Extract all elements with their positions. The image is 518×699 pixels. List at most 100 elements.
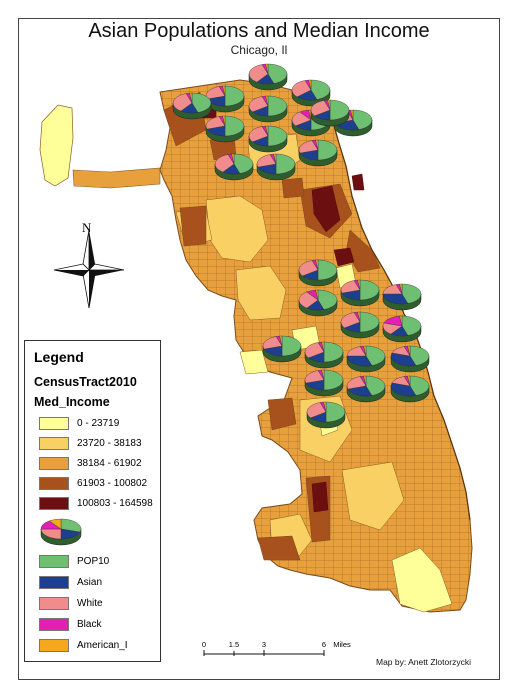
- scale-bar-line: [203, 650, 325, 656]
- legend-class-label: 61903 - 100802: [77, 478, 148, 489]
- pie-slice: [298, 260, 319, 277]
- pie-slice: [317, 139, 338, 161]
- pie-south-3: [340, 279, 380, 307]
- pie-slice: [399, 315, 403, 327]
- pie-slice: [315, 139, 319, 151]
- pie-slice: [323, 401, 327, 413]
- pie-slice: [222, 85, 226, 97]
- legend-pie-label: White: [77, 598, 103, 609]
- pie-slice: [390, 382, 417, 397]
- pie-south-13: [390, 375, 430, 403]
- pie-slice: [399, 283, 403, 295]
- pie-slice: [329, 99, 350, 121]
- pie-slice: [248, 96, 269, 113]
- pie-south-4: [382, 283, 422, 311]
- north-arrow-icon: [53, 229, 125, 309]
- legend-class-label: 38184 - 61902: [77, 458, 142, 469]
- legend-swatch: [39, 437, 69, 450]
- pie-slice: [350, 109, 354, 121]
- legend-layer-name: CensusTract2010: [34, 375, 137, 389]
- legend-title: Legend: [34, 349, 84, 365]
- pie-slice: [304, 342, 325, 359]
- pie-slice: [267, 63, 288, 84]
- legend-swatch: [39, 457, 69, 470]
- pie-north-2: [205, 85, 245, 113]
- scale-tick-label: 6: [321, 640, 327, 649]
- pie-slice: [407, 345, 411, 357]
- pie-slice: [281, 335, 302, 357]
- pie-slice: [306, 402, 327, 419]
- scale-tick-label: 1.5: [228, 640, 240, 649]
- pie-slice: [256, 154, 277, 168]
- pie-slice: [365, 375, 386, 396]
- pie-slice: [359, 311, 380, 333]
- pie-slice: [359, 279, 380, 301]
- pie-south-9: [346, 345, 386, 373]
- pie-chart-symbols: [172, 63, 430, 429]
- pie-slice: [401, 283, 422, 304]
- pie-slice: [224, 115, 245, 137]
- pie-slice: [279, 335, 283, 347]
- pie-slice: [346, 355, 373, 367]
- pie-slice: [321, 341, 325, 353]
- pie-slice: [323, 369, 344, 391]
- pie-south-7: [262, 335, 302, 363]
- pie-slice: [390, 352, 417, 367]
- legend-swatch: [39, 477, 69, 490]
- pie-slice: [40, 528, 62, 540]
- legend-class-label: 23720 - 38183: [77, 438, 142, 449]
- pie-slice: [317, 259, 338, 281]
- scale-tick-label: 0: [201, 640, 207, 649]
- legend-panel: Legend CensusTract2010 Med_Income 0 - 23…: [24, 340, 161, 662]
- pie-slice: [265, 125, 269, 137]
- legend-swatch: [39, 497, 69, 510]
- pie-slice: [323, 341, 344, 363]
- map-title: Asian Populations and Median Income: [88, 20, 430, 42]
- pie-slice: [352, 109, 373, 130]
- pie-slice: [248, 126, 269, 143]
- pie-slice: [291, 80, 312, 98]
- pie-slice: [315, 289, 319, 301]
- pie-north-13: [310, 99, 350, 127]
- pie-north-8: [248, 125, 288, 153]
- pie-north-9: [298, 139, 338, 167]
- legend-pie-label: Black: [77, 619, 102, 630]
- legend-pie-label: Asian: [77, 577, 103, 588]
- pie-slice: [214, 154, 235, 173]
- pie-slice: [321, 369, 325, 381]
- pie-slice: [357, 311, 361, 323]
- pie-slice: [327, 99, 331, 111]
- legend-field-name: Med_Income: [34, 395, 110, 409]
- scale-tick-label: 3: [261, 640, 267, 649]
- legend-swatch: [39, 417, 69, 430]
- legend-swatch: [39, 618, 69, 631]
- pie-slice: [222, 115, 226, 127]
- lakeshore-line: [321, 99, 471, 521]
- pie-north-4: [248, 95, 288, 123]
- legend-pie-label: American_I: [77, 640, 128, 651]
- ohare-area: [39, 104, 161, 189]
- pie-south-6: [382, 315, 422, 343]
- pie-north-10: [214, 153, 254, 181]
- legend-swatch: [39, 576, 69, 589]
- pie-slice: [382, 293, 409, 305]
- pie-north-1: [248, 63, 288, 91]
- pie-slice: [267, 95, 288, 117]
- pie-slice: [304, 370, 325, 384]
- pie-slice: [347, 385, 373, 397]
- pie-slice: [231, 153, 235, 165]
- pie-slice: [265, 63, 269, 75]
- pie-slice: [298, 140, 319, 154]
- pie-slice: [317, 289, 338, 310]
- pie-slice: [205, 116, 226, 130]
- legend-class-label: 100803 - 164598: [77, 498, 153, 509]
- pie-slice: [267, 125, 288, 147]
- pie-slice: [48, 518, 62, 530]
- pie-slice: [248, 64, 269, 83]
- pie-slice: [346, 376, 367, 390]
- map-frame: [18, 18, 500, 680]
- legend-class-label: 0 - 23719: [77, 418, 120, 429]
- pie-slice: [363, 345, 367, 357]
- pie-south-12: [346, 375, 386, 403]
